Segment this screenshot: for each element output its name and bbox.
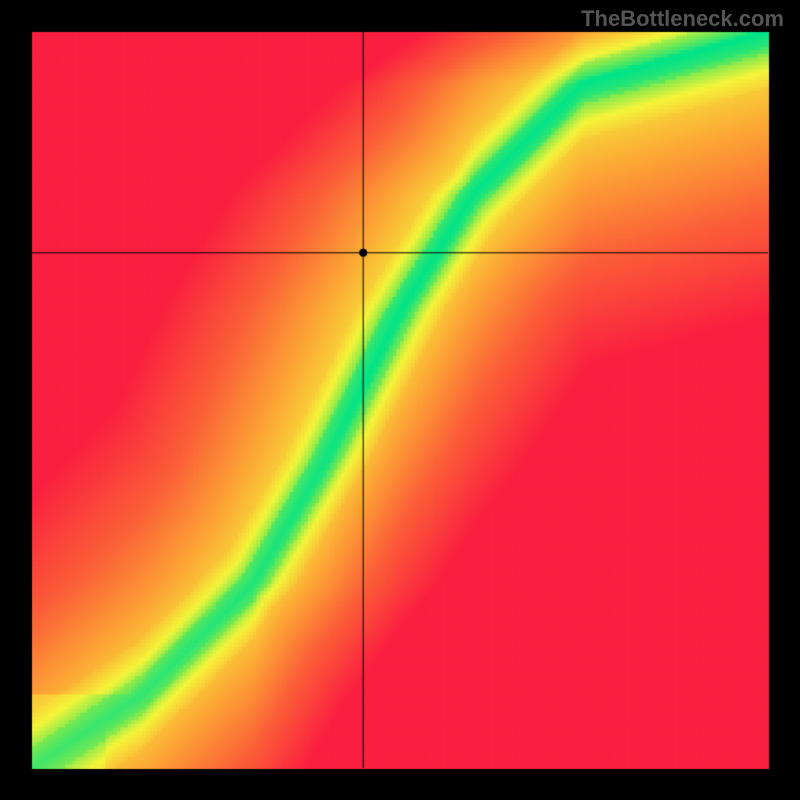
watermark-text: TheBottleneck.com <box>581 6 784 32</box>
chart-container: TheBottleneck.com <box>0 0 800 800</box>
bottleneck-heatmap <box>0 0 800 800</box>
